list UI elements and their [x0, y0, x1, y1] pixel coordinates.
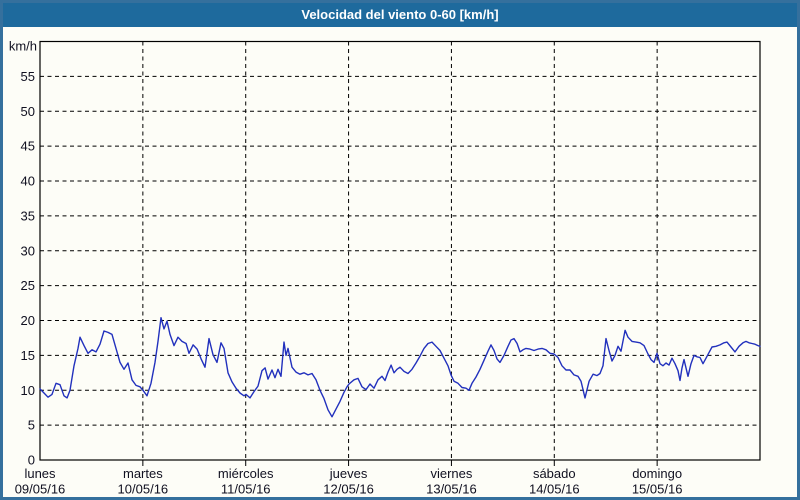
x-date-label: 10/05/16: [118, 482, 169, 497]
y-tick-label: 55: [21, 69, 35, 84]
y-tick-label: 35: [21, 208, 35, 223]
y-tick-label: 40: [21, 174, 35, 189]
y-tick-label: 45: [21, 139, 35, 154]
x-date-label: 15/05/16: [632, 482, 683, 497]
chart-title: Velocidad del viento 0-60 [km/h]: [301, 7, 499, 22]
y-tick-label: 0: [28, 453, 35, 468]
y-tick-label: 10: [21, 383, 35, 398]
x-date-label: 14/05/16: [529, 482, 580, 497]
y-tick-label: 20: [21, 313, 35, 328]
x-day-label: viernes: [430, 466, 472, 481]
y-tick-label: 30: [21, 243, 35, 258]
x-date-label: 12/05/16: [323, 482, 374, 497]
y-gridlines: [40, 75, 760, 426]
x-date-label: 11/05/16: [221, 482, 271, 497]
x-day-label: miércoles: [218, 466, 274, 481]
x-day-label: sábado: [533, 466, 576, 481]
title-bar: Velocidad del viento 0-60 [km/h]: [0, 0, 800, 27]
y-tick-label: 50: [21, 104, 35, 119]
wind-speed-line: [39, 317, 761, 418]
y-axis-labels: 0 5 10 15 20 25 30 35 40 45 50 55: [21, 69, 35, 468]
x-gridlines: [142, 41, 658, 466]
y-tick-label: 5: [28, 418, 35, 433]
x-day-label: jueves: [329, 466, 368, 481]
x-day-label: martes: [123, 466, 163, 481]
y-tick-label: 15: [21, 348, 35, 363]
x-day-label: lunes: [24, 466, 56, 481]
plot-border: [39, 40, 761, 461]
x-date-label: 13/05/16: [426, 482, 477, 497]
x-day-label: domingo: [632, 466, 682, 481]
x-date-label: 09/05/16: [15, 482, 66, 497]
y-axis-unit-label: km/h: [9, 39, 37, 54]
y-tick-label: 25: [21, 278, 35, 293]
